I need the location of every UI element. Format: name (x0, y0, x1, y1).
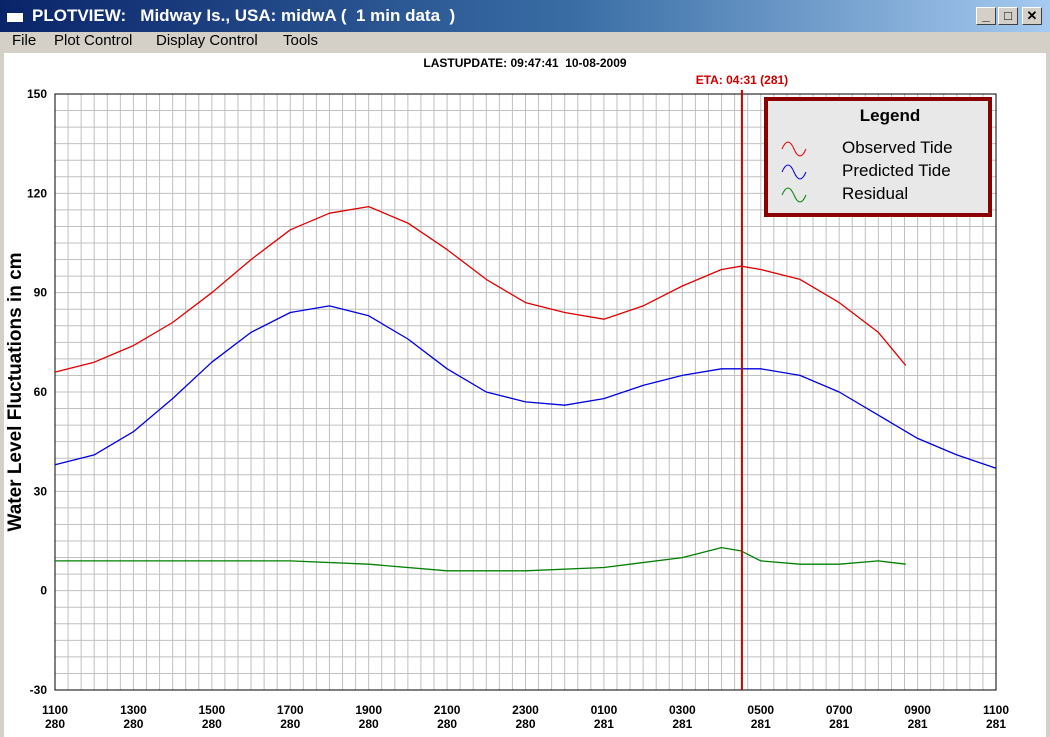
x-tick-day: 281 (908, 717, 928, 731)
legend-swatch-predicted (781, 164, 807, 180)
eta-label: ETA: 04:31 (281) (696, 73, 788, 87)
menu-tools[interactable]: Tools (283, 32, 319, 49)
x-tick-day: 280 (202, 717, 222, 731)
maximize-button[interactable]: □ (998, 7, 1018, 25)
x-tick-time: 1700 (277, 703, 304, 717)
menu-plot-control[interactable]: Plot Control (54, 32, 133, 49)
x-axis-ticks: 1100280130028015002801700280190028021002… (42, 703, 1009, 731)
x-tick-day: 280 (45, 717, 65, 731)
last-update-label: LASTUPDATE: 09:47:41 10-08-2009 (423, 56, 627, 70)
x-tick-time: 0700 (826, 703, 853, 717)
x-tick-time: 2100 (434, 703, 461, 717)
menu-display-control[interactable]: Display Control (156, 32, 258, 49)
menu-bar: File Plot Control Display Control Tools (0, 32, 1050, 52)
x-tick-time: 2300 (512, 703, 539, 717)
x-tick-day: 281 (672, 717, 692, 731)
x-tick-day: 280 (359, 717, 379, 731)
legend-swatch-residual (781, 187, 807, 203)
legend-entry-predicted: Predicted Tide (842, 161, 951, 180)
y-axis-label: Water Level Fluctuations in cm (5, 252, 26, 531)
y-tick-label: -30 (30, 683, 48, 697)
x-tick-day: 280 (437, 717, 457, 731)
plot-frame (54, 93, 997, 691)
app-window-icon[interactable] (6, 8, 24, 23)
minimize-button[interactable]: _ (976, 7, 996, 25)
legend-swatch-observed (781, 141, 807, 157)
legend-entry-residual: Residual (842, 184, 908, 203)
y-tick-label: 150 (27, 87, 47, 101)
x-tick-day: 281 (751, 717, 771, 731)
title-bar: PLOTVIEW: Midway Is., USA: midwA ( 1 min… (0, 0, 1050, 32)
x-tick-day: 280 (280, 717, 300, 731)
legend-entry-observed: Observed Tide (842, 138, 953, 157)
x-tick-day: 281 (829, 717, 849, 731)
x-tick-day: 280 (123, 717, 143, 731)
y-tick-label: 0 (40, 584, 47, 598)
x-tick-time: 1900 (355, 703, 382, 717)
x-tick-time: 0500 (747, 703, 774, 717)
x-tick-day: 281 (594, 717, 614, 731)
y-axis-ticks: 150 120 90 60 30 0 -30 (27, 87, 47, 697)
predicted-tide-line (54, 305, 997, 469)
y-tick-label: 90 (34, 286, 48, 300)
legend-title: Legend (860, 106, 920, 125)
legend-frame (764, 97, 992, 217)
x-tick-time: 1500 (198, 703, 225, 717)
x-tick-time: 0900 (904, 703, 931, 717)
y-tick-label: 120 (27, 186, 47, 200)
x-tick-day: 281 (986, 717, 1006, 731)
observed-tide-line (54, 205, 907, 373)
x-tick-day: 280 (515, 717, 535, 731)
residual-line (55, 546, 906, 572)
close-button[interactable]: ✕ (1022, 7, 1042, 25)
menu-file[interactable]: File (12, 32, 37, 49)
x-tick-time: 0300 (669, 703, 696, 717)
x-tick-time: 1100 (42, 703, 68, 717)
y-tick-label: 60 (34, 385, 48, 399)
x-tick-time: 1300 (120, 703, 147, 717)
data-series (54, 205, 997, 572)
window-title: PLOTVIEW: Midway Is., USA: midwA ( 1 min… (32, 6, 456, 25)
y-tick-label: 30 (34, 484, 48, 498)
legend-box: Legend Observed Tide Predicted Tide Resi… (764, 97, 992, 217)
x-tick-time: 1100 (983, 703, 1009, 717)
x-tick-time: 0100 (591, 703, 618, 717)
